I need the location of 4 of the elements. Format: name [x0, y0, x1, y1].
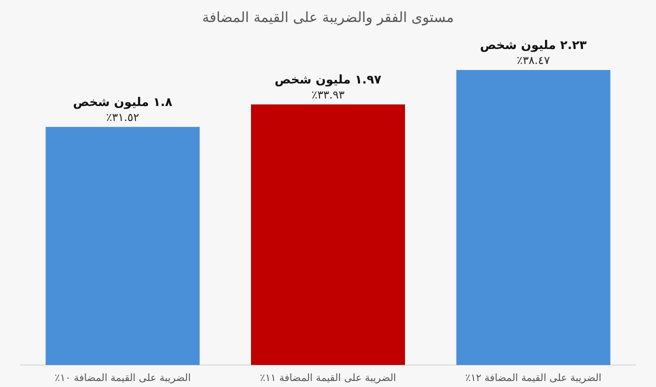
annotation: ٣١.٥٢٪	[106, 110, 140, 124]
annotation: ٣٨.٤٧٪	[516, 54, 550, 67]
annotation: ٣٣.٩٣٪	[311, 88, 345, 102]
title: مستوى الفقر والضريبة على القيمة المضافة	[202, 10, 454, 26]
